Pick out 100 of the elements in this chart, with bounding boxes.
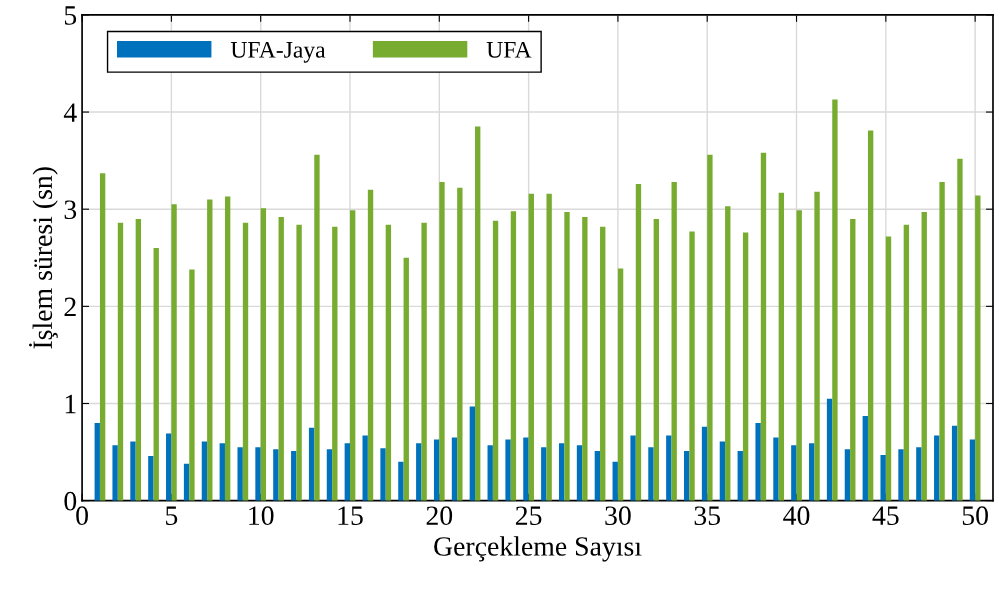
bar bbox=[600, 226, 606, 501]
bar bbox=[505, 439, 511, 501]
bar bbox=[760, 152, 767, 501]
bar bbox=[469, 406, 476, 501]
bar bbox=[433, 439, 440, 501]
bar bbox=[582, 216, 588, 501]
bar bbox=[898, 449, 904, 501]
bar bbox=[457, 187, 463, 501]
x-axis-title: Gerçekleme Sayısı bbox=[434, 536, 642, 562]
legend-label: UFA bbox=[486, 41, 532, 58]
bar bbox=[171, 204, 177, 501]
bar bbox=[260, 208, 267, 501]
bar bbox=[844, 449, 851, 501]
bar bbox=[99, 173, 106, 501]
bar bbox=[112, 445, 118, 501]
bar bbox=[934, 435, 940, 501]
bar bbox=[701, 426, 708, 501]
bar bbox=[939, 181, 945, 501]
bar bbox=[921, 212, 927, 501]
bar bbox=[278, 216, 284, 501]
bar bbox=[791, 445, 797, 501]
bar bbox=[492, 220, 499, 501]
bar bbox=[367, 189, 374, 501]
bar bbox=[630, 435, 636, 501]
bar bbox=[380, 448, 386, 501]
bar bbox=[957, 158, 963, 501]
bar bbox=[326, 449, 333, 501]
bar bbox=[487, 445, 493, 501]
x-tick-label: 40 bbox=[783, 506, 810, 526]
bar bbox=[773, 437, 779, 501]
x-tick-label: 25 bbox=[515, 506, 542, 526]
bar bbox=[653, 218, 659, 501]
bar bbox=[850, 218, 856, 501]
y-tick-label: 0 bbox=[64, 491, 77, 511]
bar bbox=[94, 422, 100, 501]
bar bbox=[362, 435, 368, 501]
x-tick-label: 35 bbox=[694, 506, 721, 526]
bar bbox=[916, 447, 922, 501]
bar bbox=[826, 398, 833, 501]
bar bbox=[541, 447, 547, 501]
bar bbox=[308, 427, 315, 501]
bar bbox=[862, 416, 868, 501]
bar bbox=[237, 447, 243, 501]
bar bbox=[148, 455, 154, 501]
bar bbox=[725, 206, 731, 501]
bar bbox=[778, 192, 785, 501]
bar bbox=[867, 130, 874, 501]
bar bbox=[135, 218, 142, 501]
y-tick-label: 5 bbox=[64, 6, 77, 25]
bar bbox=[183, 463, 190, 501]
bar bbox=[755, 422, 761, 501]
bar bbox=[130, 441, 136, 501]
bar bbox=[666, 435, 672, 501]
bar bbox=[594, 451, 601, 501]
bar bbox=[523, 437, 529, 501]
y-tick-label: 4 bbox=[63, 103, 77, 122]
x-tick-label: 5 bbox=[166, 506, 178, 526]
x-tick-label: 45 bbox=[872, 506, 899, 526]
x-tick-label: 50 bbox=[962, 506, 988, 526]
bar bbox=[617, 268, 624, 501]
bar bbox=[475, 126, 481, 501]
bar bbox=[742, 232, 749, 501]
bar bbox=[403, 257, 409, 501]
bar bbox=[416, 443, 422, 501]
x-tick-label: 20 bbox=[426, 506, 453, 526]
bar bbox=[969, 439, 976, 501]
bar bbox=[189, 269, 195, 501]
bar bbox=[332, 226, 338, 501]
bar bbox=[224, 196, 231, 501]
bar bbox=[975, 195, 981, 501]
bar bbox=[684, 451, 690, 501]
bar bbox=[344, 443, 350, 501]
bar bbox=[314, 154, 320, 501]
bar bbox=[385, 224, 392, 501]
bar bbox=[635, 183, 642, 501]
bar bbox=[719, 441, 726, 501]
bar bbox=[903, 224, 910, 501]
bar bbox=[273, 449, 279, 501]
bar bbox=[207, 199, 213, 501]
bar bbox=[528, 193, 534, 501]
bar bbox=[885, 236, 892, 501]
bar bbox=[951, 425, 958, 501]
bar bbox=[398, 461, 404, 501]
y-tick-label: 3 bbox=[64, 200, 77, 220]
bar bbox=[612, 461, 618, 501]
bar bbox=[558, 443, 565, 501]
bar bbox=[350, 210, 356, 501]
bar bbox=[880, 454, 886, 501]
bar bbox=[291, 451, 297, 501]
x-tick-label: 30 bbox=[605, 506, 631, 526]
bar bbox=[648, 447, 654, 501]
bar bbox=[796, 210, 802, 501]
x-tick-label: 10 bbox=[249, 506, 274, 526]
bar bbox=[439, 181, 445, 501]
bar bbox=[809, 443, 815, 501]
bar bbox=[255, 447, 261, 501]
bar bbox=[689, 231, 695, 501]
bar bbox=[576, 445, 583, 501]
bar bbox=[242, 222, 249, 501]
y-tick-label: 2 bbox=[64, 297, 76, 316]
